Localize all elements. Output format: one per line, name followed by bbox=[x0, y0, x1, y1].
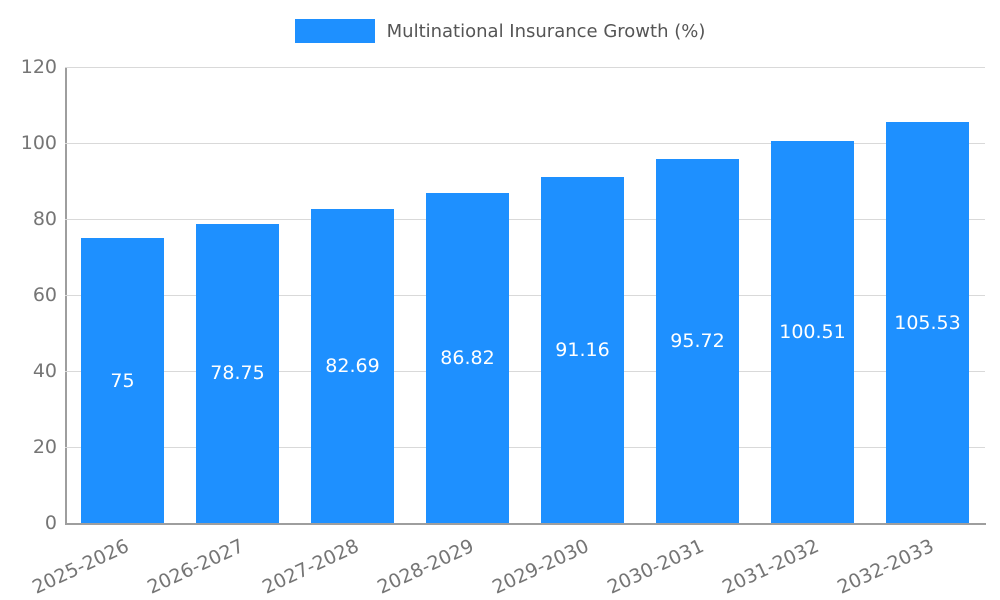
chart-legend: Multinational Insurance Growth (%) bbox=[0, 18, 1000, 44]
y-tick-label-0: 0 bbox=[44, 512, 57, 534]
legend-label: Multinational Insurance Growth (%) bbox=[386, 20, 706, 42]
gridline-y-80 bbox=[65, 219, 985, 220]
gridline-y-40 bbox=[65, 371, 985, 372]
bar-value-label-2026-2027: 78.75 bbox=[210, 362, 265, 385]
bar-value-label-2030-2031: 95.72 bbox=[670, 330, 725, 353]
bar-2026-2027[interactable]: 78.75 bbox=[196, 223, 279, 523]
bar-2027-2028[interactable]: 82.69 bbox=[311, 208, 394, 523]
plot-area: 75 78.75 82.69 86.82 91.16 95.72 100.51 105.53 bbox=[65, 67, 985, 523]
y-tick-label-60: 60 bbox=[32, 284, 57, 306]
gridline-y-120 bbox=[65, 67, 985, 68]
bar-value-label-2032-2033: 105.53 bbox=[894, 311, 961, 334]
y-tick-label-80: 80 bbox=[32, 208, 57, 230]
x-axis-line bbox=[65, 523, 986, 525]
gridline-y-100 bbox=[65, 143, 985, 144]
bar-2030-2031[interactable]: 95.72 bbox=[656, 159, 739, 523]
bar-value-label-2027-2028: 82.69 bbox=[325, 354, 380, 377]
legend-swatch bbox=[294, 19, 375, 43]
bar-value-label-2029-2030: 91.16 bbox=[555, 338, 610, 361]
x-tick-label-2025-2026: 2025-2026 bbox=[28, 535, 132, 599]
bar-2031-2032[interactable]: 100.51 bbox=[771, 141, 854, 523]
bar-value-label-2025-2026: 75 bbox=[110, 369, 135, 392]
bar-2029-2030[interactable]: 91.16 bbox=[541, 176, 624, 523]
gridline-y-60 bbox=[65, 295, 985, 296]
y-tick-label-120: 120 bbox=[20, 56, 57, 78]
y-tick-label-100: 100 bbox=[20, 132, 57, 154]
gridline-y-20 bbox=[65, 447, 985, 448]
bar-value-label-2031-2032: 100.51 bbox=[779, 321, 846, 344]
y-tick-label-20: 20 bbox=[32, 436, 57, 458]
y-tick-label-40: 40 bbox=[32, 360, 57, 382]
bar-2032-2033[interactable]: 105.53 bbox=[886, 122, 969, 523]
bar-2028-2029[interactable]: 86.82 bbox=[426, 193, 509, 523]
bar-2025-2026[interactable]: 75 bbox=[81, 238, 164, 523]
bar-value-label-2028-2029: 86.82 bbox=[440, 347, 495, 370]
